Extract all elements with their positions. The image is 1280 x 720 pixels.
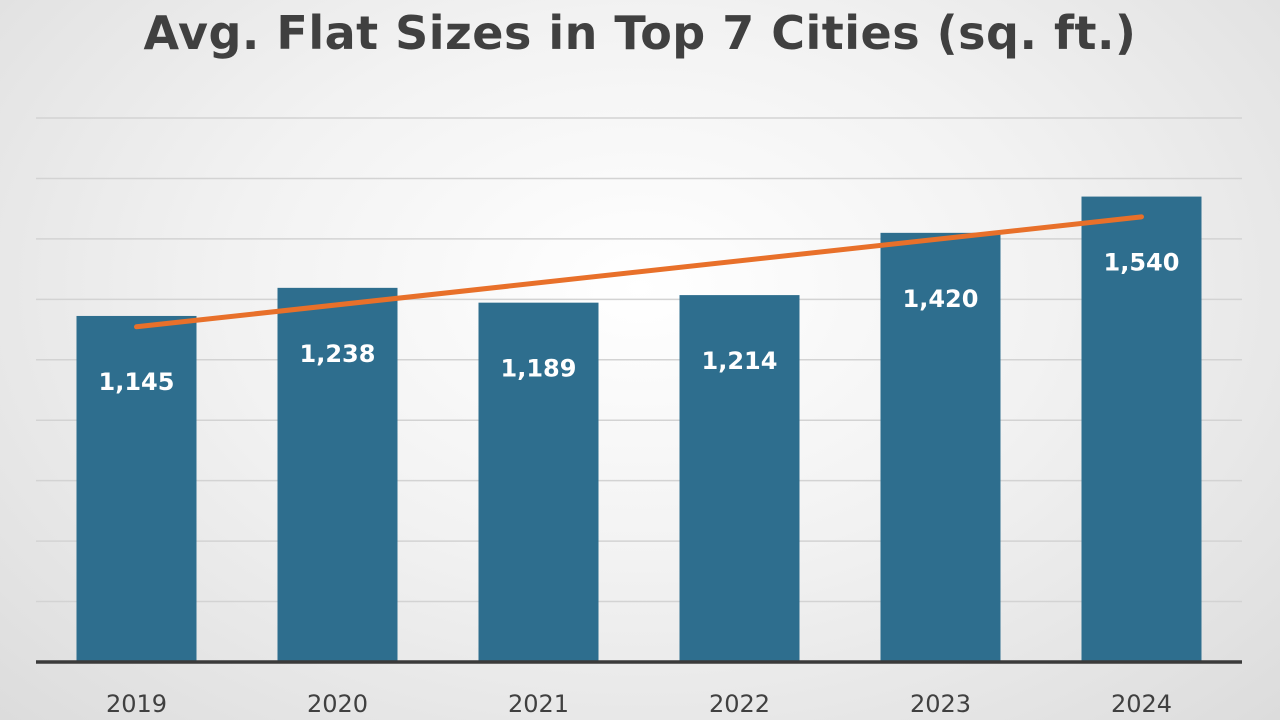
- x-tick-label-2021: 2021: [508, 690, 569, 718]
- data-label-2023: 1,420: [903, 285, 979, 313]
- trendline-group: [134, 214, 1144, 330]
- x-tick-label-2022: 2022: [709, 690, 770, 718]
- x-tick-labels-group: 2019 2020 2021 2022 2023 2024: [106, 690, 1172, 718]
- chart-title: Avg. Flat Sizes in Top 7 Cities (sq. ft.…: [143, 6, 1137, 60]
- x-tick-label-2023: 2023: [910, 690, 971, 718]
- data-label-2019: 1,145: [99, 368, 175, 396]
- data-label-2022: 1,214: [702, 347, 778, 375]
- data-label-2020: 1,238: [300, 340, 376, 368]
- bar-2024: [1081, 196, 1202, 663]
- bars-group: [76, 196, 1202, 663]
- bar-2020: [277, 287, 398, 662]
- x-tick-label-2024: 2024: [1111, 690, 1172, 718]
- gridlines: [36, 117, 1242, 603]
- data-label-2024: 1,540: [1104, 249, 1180, 277]
- bar-2022: [679, 295, 800, 662]
- bar-2019: [76, 315, 197, 662]
- data-label-2021: 1,189: [501, 355, 577, 383]
- x-tick-label-2020: 2020: [307, 690, 368, 718]
- data-labels-group: 1,145 1,238 1,189 1,214 1,420 1,540: [99, 249, 1180, 396]
- bar-2021: [478, 302, 599, 662]
- trendline: [134, 214, 1144, 330]
- x-tick-label-2019: 2019: [106, 690, 167, 718]
- bar-2023: [880, 232, 1001, 662]
